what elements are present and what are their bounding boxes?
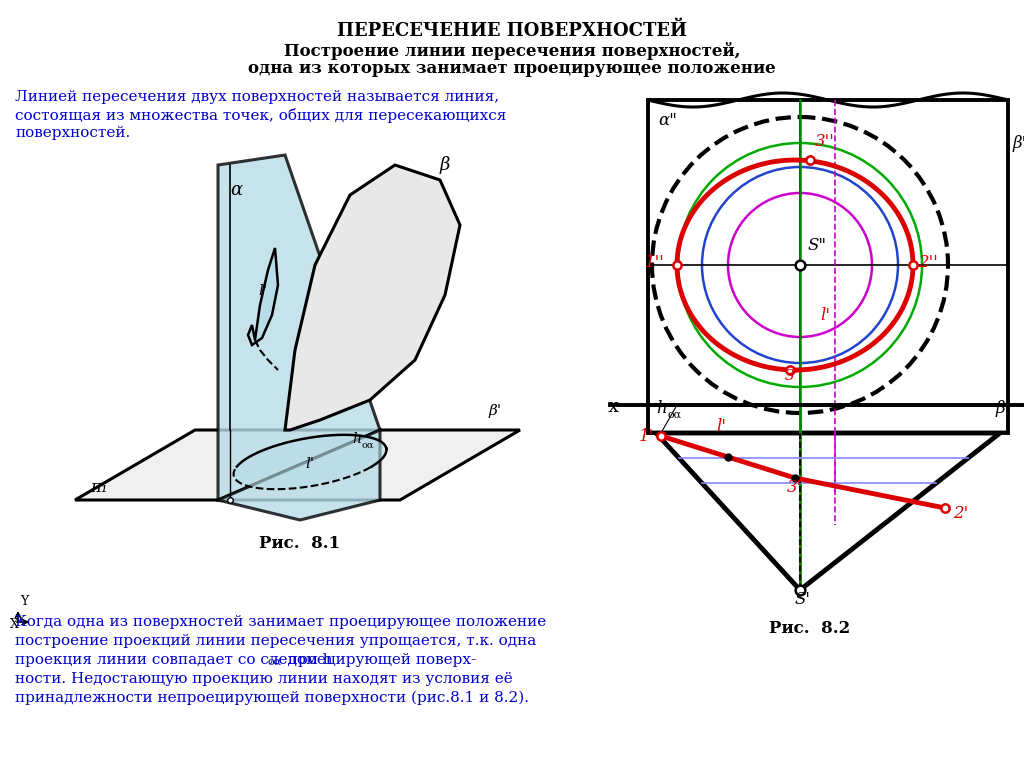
- Polygon shape: [218, 430, 380, 520]
- Text: 3': 3': [787, 479, 802, 496]
- Polygon shape: [218, 155, 380, 500]
- Text: oα: oα: [267, 657, 282, 667]
- Text: 3'': 3'': [815, 133, 835, 150]
- Text: α": α": [658, 112, 677, 129]
- Text: поверхностей.: поверхностей.: [15, 126, 130, 140]
- Text: β": β": [1013, 135, 1024, 152]
- Polygon shape: [75, 430, 520, 500]
- Text: l': l': [716, 418, 726, 435]
- Text: X: X: [10, 618, 18, 631]
- Bar: [648, 405, 1008, 433]
- Text: 1': 1': [639, 428, 654, 445]
- Text: l': l': [305, 457, 314, 471]
- Bar: [648, 100, 1008, 405]
- Text: l': l': [258, 284, 267, 298]
- Text: Рис.  8.1: Рис. 8.1: [259, 535, 341, 552]
- Text: 3'': 3'': [785, 369, 803, 383]
- Text: проецирующей поверх-: проецирующей поверх-: [283, 653, 476, 667]
- Text: β': β': [488, 404, 501, 418]
- Text: S': S': [795, 591, 811, 608]
- Text: h: h: [656, 400, 667, 417]
- Text: принадлежности непроецирующей поверхности (рис.8.1 и 8.2).: принадлежности непроецирующей поверхност…: [15, 691, 529, 706]
- Text: β: β: [440, 156, 451, 174]
- Text: одна из которых занимает проецирующее положение: одна из которых занимает проецирующее по…: [248, 60, 776, 77]
- Text: ПЕРЕСЕЧЕНИЕ ПОВЕРХНОСТЕЙ: ПЕРЕСЕЧЕНИЕ ПОВЕРХНОСТЕЙ: [337, 22, 687, 41]
- Text: 1'': 1'': [645, 254, 665, 271]
- Text: x: x: [608, 398, 618, 416]
- Text: l': l': [820, 307, 830, 324]
- Text: Построение линии пересечения поверхностей,: Построение линии пересечения поверхносте…: [284, 42, 740, 60]
- Text: 2': 2': [953, 505, 969, 522]
- Text: 2'': 2'': [918, 254, 938, 271]
- Text: построение проекций линии пересечения упрощается, т.к. одна: построение проекций линии пересечения уп…: [15, 634, 537, 648]
- Ellipse shape: [233, 435, 386, 489]
- Text: β': β': [996, 400, 1011, 417]
- Text: Рис.  8.2: Рис. 8.2: [769, 620, 851, 637]
- Text: α: α: [230, 181, 242, 199]
- Text: ности. Недостающую проекцию линии находят из условия её: ности. Недостающую проекцию линии находя…: [15, 672, 513, 686]
- Text: проекция линии совпадает со следом h: проекция линии совпадает со следом h: [15, 653, 333, 667]
- Text: h: h: [352, 432, 360, 446]
- Text: Когда одна из поверхностей занимает проецирующее положение: Когда одна из поверхностей занимает прое…: [15, 615, 546, 629]
- Text: oα: oα: [668, 410, 682, 420]
- Polygon shape: [248, 248, 278, 345]
- Text: S": S": [808, 237, 827, 254]
- Polygon shape: [285, 165, 460, 430]
- Text: Y: Y: [20, 595, 29, 608]
- Text: Линией пересечения двух поверхностей называется линия,: Линией пересечения двух поверхностей наз…: [15, 90, 499, 104]
- Text: состоящая из множества точек, общих для пересекающихся: состоящая из множества точек, общих для …: [15, 108, 507, 123]
- Text: π₁: π₁: [90, 479, 108, 496]
- Text: oα: oα: [361, 441, 374, 450]
